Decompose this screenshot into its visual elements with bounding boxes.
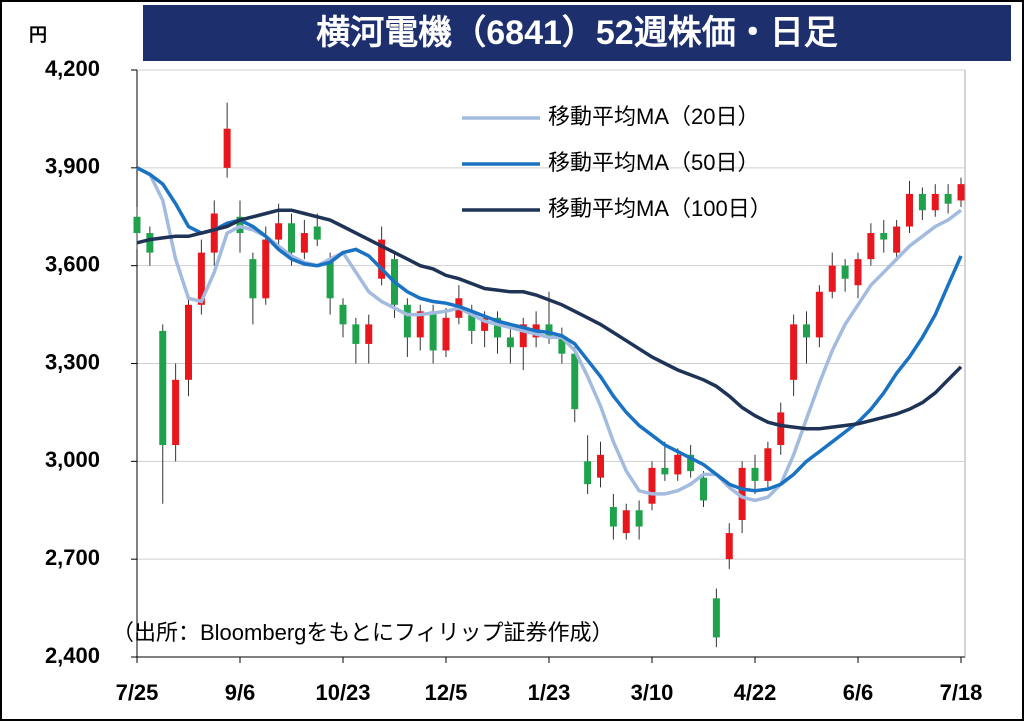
candle-body: [584, 461, 592, 485]
candle-body: [403, 304, 411, 338]
candle-body: [687, 454, 695, 472]
candle-body: [300, 233, 308, 253]
legend-label: 移動平均MA（50日）: [548, 150, 759, 175]
candle-body: [854, 259, 862, 286]
y-tick-label: 3,300: [45, 349, 100, 374]
candle-body: [378, 239, 386, 279]
candle-body: [223, 128, 231, 168]
candle-body: [803, 324, 810, 338]
candle-body: [609, 506, 617, 527]
candle-body: [468, 311, 476, 331]
candle-body: [197, 252, 205, 305]
candle-body: [880, 233, 888, 240]
candle-body: [751, 467, 759, 481]
chart-title: 横河電機（6841）52週株価・日足: [316, 13, 837, 52]
candle-body: [867, 233, 875, 260]
candle-body: [494, 317, 501, 338]
y-tick-label: 4,200: [45, 56, 100, 81]
candle-body: [815, 291, 823, 338]
candle-body: [210, 213, 218, 253]
candle-body: [326, 259, 334, 299]
candle-body: [764, 448, 772, 481]
candle-body: [777, 412, 785, 446]
x-tick-label: 1/23: [528, 680, 571, 705]
x-tick-label: 10/23: [315, 680, 370, 705]
x-tick-label: 3/10: [631, 680, 674, 705]
candle-body: [558, 337, 566, 354]
candle-body: [725, 533, 733, 560]
candle-body: [352, 324, 360, 344]
x-tick-label: 4/22: [734, 680, 777, 705]
candle-body: [288, 223, 295, 253]
candle-body: [918, 193, 926, 211]
candle-body: [442, 317, 450, 351]
candle-body: [957, 184, 965, 201]
candle-body: [906, 193, 913, 227]
y-tick-label: 3,900: [45, 154, 100, 179]
candle-body: [944, 193, 952, 204]
candle-body: [506, 337, 514, 348]
candle-body: [571, 353, 579, 410]
candle-body: [481, 317, 489, 331]
candle-body: [700, 477, 707, 501]
y-tick-label: 3,000: [45, 447, 100, 472]
candle-body: [674, 454, 682, 475]
candle-body: [635, 510, 643, 527]
candle-body: [275, 223, 283, 240]
candle-body: [172, 379, 180, 446]
candle-body: [159, 330, 167, 446]
candle-body: [738, 467, 746, 521]
candle-body: [648, 467, 656, 504]
candle-body: [712, 598, 720, 638]
candle-body: [339, 304, 347, 325]
x-tick-label: 7/18: [940, 680, 983, 705]
candle-body: [622, 510, 630, 534]
candle-body: [661, 467, 669, 475]
moving-average-line: [136, 166, 963, 493]
candle-body: [365, 324, 373, 344]
y-tick-label: 3,600: [45, 251, 100, 276]
candle-body: [597, 454, 604, 478]
legend-label: 移動平均MA（100日）: [548, 196, 772, 221]
x-tick-label: 9/6: [225, 680, 256, 705]
candle-body: [133, 216, 141, 234]
candle-body: [146, 233, 154, 253]
x-tick-label: 7/25: [116, 680, 159, 705]
y-unit: 円: [29, 25, 47, 45]
moving-average-line: [136, 208, 963, 431]
candle-body: [519, 324, 527, 348]
y-tick-label: 2,700: [45, 545, 100, 570]
candle-body: [185, 304, 192, 380]
x-tick-label: 6/6: [843, 680, 874, 705]
candle-body: [893, 226, 901, 253]
candle-body: [828, 265, 836, 292]
candle-body: [790, 324, 798, 380]
candle-body: [249, 259, 257, 299]
candle-body: [416, 311, 424, 338]
candle-body: [429, 311, 437, 351]
candle-body: [931, 193, 939, 211]
legend-label: 移動平均MA（20日）: [548, 104, 759, 129]
candle-body: [313, 226, 321, 240]
candle-body: [841, 265, 849, 279]
y-tick-label: 2,400: [45, 643, 100, 668]
x-tick-label: 12/5: [425, 680, 468, 705]
source-note: （出所：Bloombergをもとにフィリップ証券作成）: [112, 620, 614, 645]
candle-body: [262, 239, 270, 299]
title-banner: [143, 5, 1011, 61]
